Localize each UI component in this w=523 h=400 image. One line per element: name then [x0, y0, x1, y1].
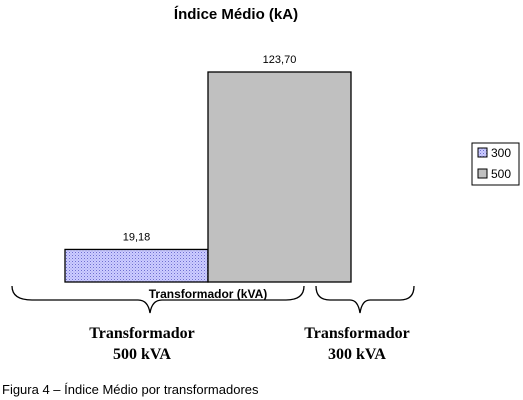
bar-300: [64, 248, 209, 283]
right-brace-label-line1: Transformador: [304, 325, 409, 342]
bar-500: [207, 71, 352, 283]
data-label-500: 123,70: [263, 54, 297, 66]
legend-swatch-300: [477, 147, 488, 158]
chart-title: Índice Médio (kA): [174, 6, 298, 23]
right-brace: [315, 285, 415, 314]
right-brace-label-line2: 300 kVA: [328, 346, 386, 363]
legend-label-500: 500: [491, 167, 511, 181]
left-brace: [11, 285, 305, 314]
legend: 300 500: [471, 142, 520, 186]
left-brace-label-line1: Transformador: [89, 325, 194, 342]
legend-label-300: 300: [491, 146, 511, 160]
figure-caption: Figura 4 – Índice Médio por transformado…: [2, 382, 259, 397]
left-brace-label-line2: 500 kVA: [113, 346, 171, 363]
legend-swatch-500: [477, 168, 488, 179]
bars-group: 19,18 123,70: [64, 54, 352, 283]
data-label-300: 19,18: [123, 231, 151, 243]
x-axis-title: Transformador (kVA): [149, 287, 267, 301]
